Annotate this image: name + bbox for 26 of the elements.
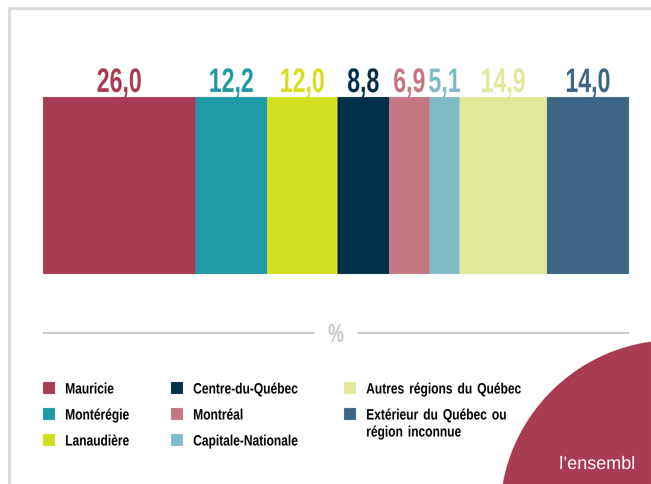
bar	[389, 96, 430, 274]
bar	[267, 96, 338, 274]
bar	[459, 96, 547, 274]
bar	[430, 96, 460, 274]
data-label: 12,0	[281, 68, 324, 98]
data-label: 14,9	[482, 68, 525, 98]
x-axis-title: %	[328, 324, 344, 342]
bar	[337, 96, 390, 274]
legend-label: Montérégie	[66, 408, 129, 423]
data-label: 5,1	[429, 68, 460, 98]
data-label: 26,0	[98, 68, 141, 98]
legend-label: Extérieur du Québec ou région inconnue	[366, 408, 506, 440]
text: l’ensembl	[560, 456, 634, 470]
legend-label: Centre-du-Québec	[194, 382, 298, 396]
legend-label: Capitale-Nationale	[194, 434, 298, 449]
legend-label: Montréal	[194, 408, 242, 420]
data-label: 8,8	[348, 68, 379, 98]
legend-label: Lanaudière	[66, 434, 129, 446]
data-label: 12,2	[210, 68, 253, 98]
bar	[546, 96, 629, 274]
legend-label: Mauricie	[66, 382, 114, 394]
bar	[196, 96, 268, 274]
data-label: 6,9	[394, 68, 425, 98]
legend-label: Autres régions du Québec	[366, 382, 521, 397]
bar	[43, 96, 196, 274]
data-label: 14,0	[566, 68, 610, 98]
